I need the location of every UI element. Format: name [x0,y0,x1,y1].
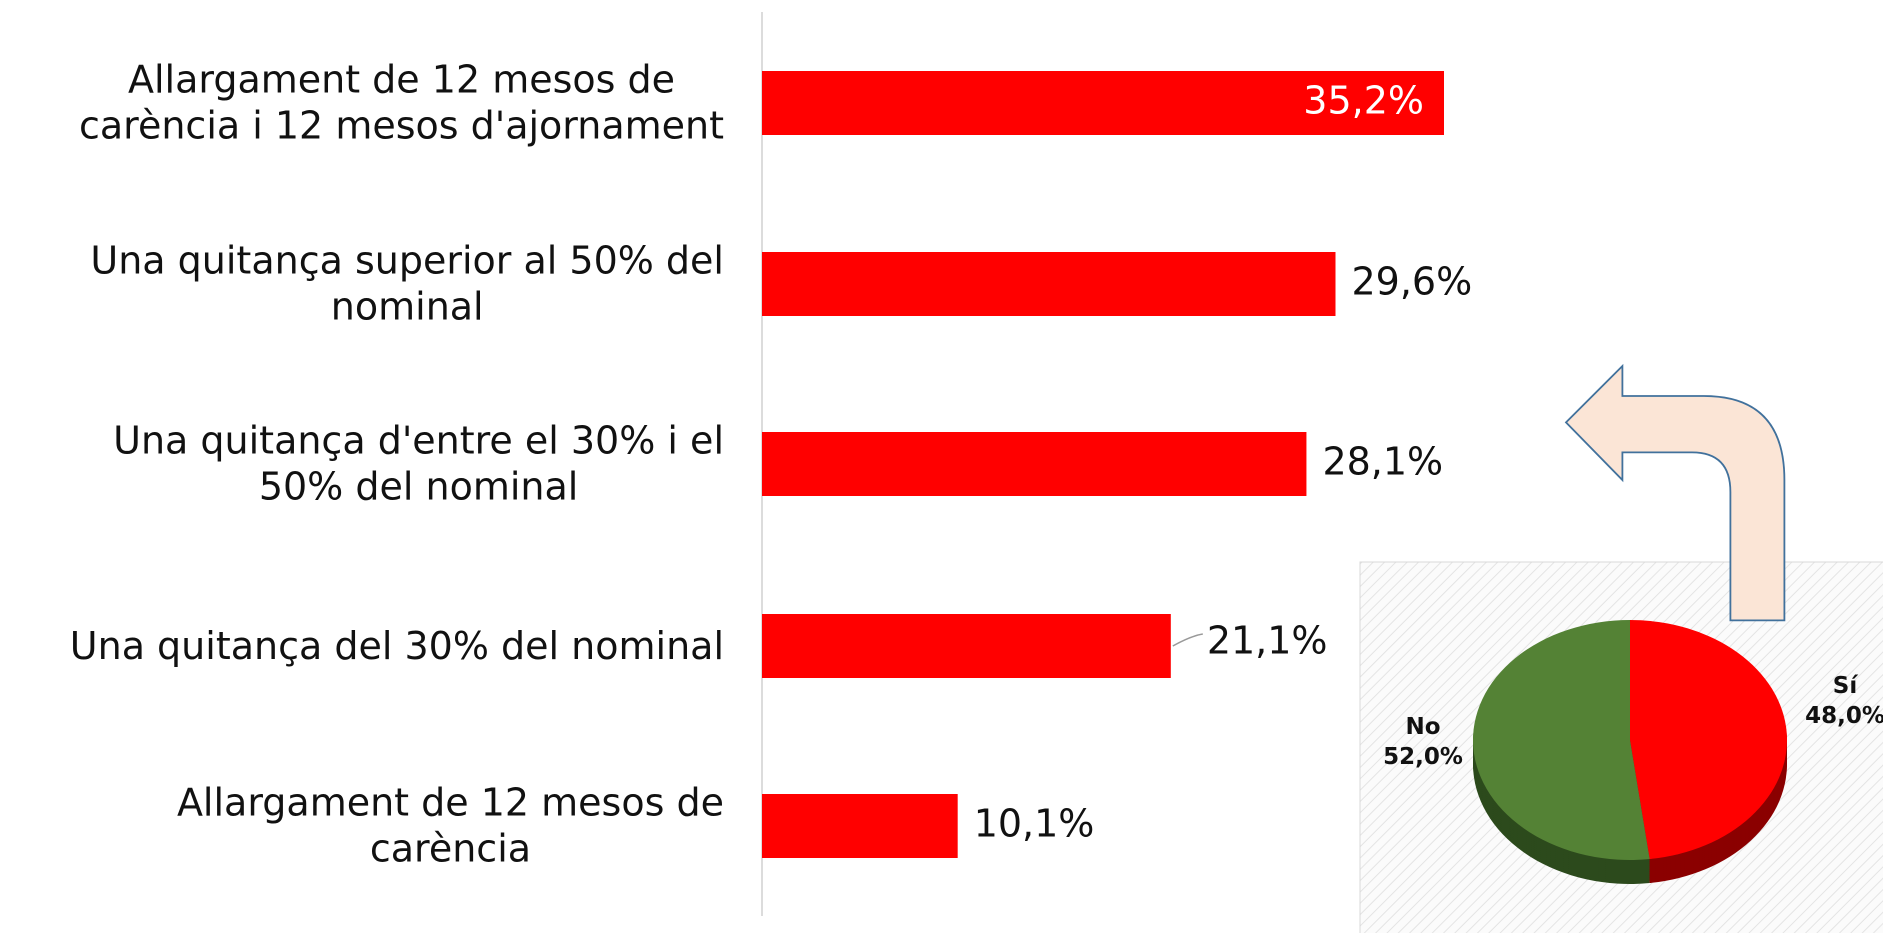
value-label: 29,6% [1352,260,1473,304]
arrow [1564,363,1786,622]
pie-category: Sí [1832,673,1858,700]
category-label: Una quitança d'entre el 30% i el 50% del… [113,418,724,509]
leader-line [1172,633,1203,647]
value-label: 10,1% [974,802,1095,846]
category-label: Allargament de 12 mesos de carència i 12… [79,57,724,148]
value-label: 28,1% [1322,440,1443,484]
value-label: 21,1% [1207,619,1328,663]
pie-value-label: 48,0% [1805,703,1883,729]
bar [762,614,1171,678]
category-label: Una quitança superior al 50% del nominal [90,238,724,329]
pie-slice [1473,620,1650,860]
pie-value-label: 52,0% [1383,744,1463,770]
category-label: Allargament de 12 mesos de carència [176,780,724,871]
category-label: Una quitança del 30% del nominal [69,623,724,668]
bar [762,794,958,858]
bar [762,252,1336,316]
pie-label: No 52,0% [1383,713,1463,773]
pie-category: No [1405,714,1441,741]
pie-slice [1630,620,1788,860]
pie-label: Sí 48,0% [1805,672,1883,732]
pie [1473,620,1788,884]
bar [762,71,1444,135]
bar [762,432,1307,496]
value-label: 35,2% [1303,79,1424,123]
